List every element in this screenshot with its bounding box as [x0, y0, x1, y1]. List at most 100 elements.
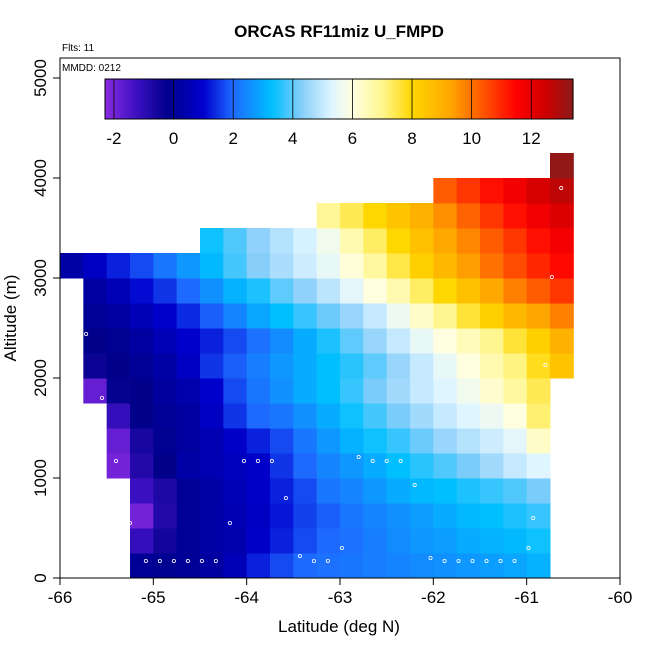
- sample-point: [531, 516, 536, 521]
- colorbar-segment: [394, 79, 399, 119]
- colorbar-tick-label: 0: [169, 129, 178, 148]
- colorbar-segment: [532, 79, 536, 119]
- heatmap-cell: [106, 328, 131, 354]
- colorbar-segment: [298, 79, 302, 119]
- heatmap-cell: [176, 478, 201, 504]
- sample-point: [543, 362, 548, 367]
- heatmap-cell: [246, 303, 271, 329]
- colorbar-segment: [172, 79, 176, 119]
- colorbar-segment: [251, 79, 255, 119]
- heatmap-cell: [246, 553, 271, 579]
- heatmap-cell: [456, 278, 481, 304]
- heatmap-cell: [223, 403, 248, 429]
- heatmap-cell: [410, 253, 434, 279]
- heatmap-cell: [270, 428, 294, 454]
- colorbar-segment: [379, 79, 384, 119]
- heatmap-cell: [456, 428, 481, 454]
- heatmap-cell: [106, 303, 131, 329]
- heatmap-cell: [316, 503, 341, 529]
- heatmap-cell: [526, 253, 551, 279]
- heatmap-cell: [200, 328, 224, 354]
- colorbar-segment: [467, 79, 472, 119]
- sample-point: [526, 546, 531, 551]
- heatmap-cell: [223, 453, 248, 479]
- colorbar-segment: [491, 79, 495, 119]
- heatmap-cell: [550, 203, 574, 229]
- colorbar-segment: [508, 79, 513, 119]
- colorbar-segment: [344, 79, 349, 119]
- heatmap-cell: [526, 503, 551, 529]
- heatmap-cell: [456, 203, 481, 229]
- colorbar-segment: [277, 79, 282, 119]
- heatmap-cell: [363, 253, 388, 279]
- heatmap-cell: [386, 203, 411, 229]
- colorbar-segment: [540, 79, 545, 119]
- heatmap-cell: [480, 378, 504, 404]
- sample-point: [199, 559, 204, 564]
- colorbar-segment: [216, 79, 220, 119]
- heatmap-cell: [176, 528, 201, 554]
- heatmap-cell: [386, 553, 411, 579]
- heatmap-cell: [480, 178, 504, 204]
- heatmap-cell: [293, 303, 318, 329]
- colorbar-segment: [423, 79, 428, 119]
- heatmap-cell: [293, 378, 318, 404]
- colorbar-segment: [327, 79, 331, 119]
- colorbar-segment: [154, 79, 159, 119]
- colorbar-segment: [280, 79, 285, 119]
- heatmap-cell: [456, 328, 481, 354]
- heatmap-cell: [176, 453, 201, 479]
- sample-point: [484, 559, 489, 564]
- heatmap-cell: [433, 528, 458, 554]
- colorbar-segment: [289, 79, 293, 119]
- heatmap-cell: [246, 478, 271, 504]
- heatmap-cell: [386, 453, 411, 479]
- heatmap-cell: [550, 253, 574, 279]
- heatmap-cell: [270, 503, 294, 529]
- colorbar-segment: [330, 79, 334, 119]
- colorbar-segment: [412, 79, 416, 119]
- colorbar-segment: [227, 79, 232, 119]
- colorbar-segment: [271, 79, 276, 119]
- heatmap-cell: [176, 378, 201, 404]
- heatmap-cell: [456, 253, 481, 279]
- sample-point: [227, 521, 232, 526]
- heatmap-cell: [270, 453, 294, 479]
- sample-point: [114, 458, 119, 463]
- heatmap-cell: [526, 353, 551, 379]
- heatmap-cell: [200, 253, 224, 279]
- colorbar-segment: [382, 79, 387, 119]
- heatmap-cell: [363, 528, 388, 554]
- colorbar-segment: [341, 79, 346, 119]
- heatmap-cell: [130, 303, 154, 329]
- colorbar-segment: [473, 79, 478, 119]
- sample-point: [456, 559, 461, 564]
- heatmap-cell: [83, 378, 108, 404]
- colorbar-segment: [148, 79, 153, 119]
- colorbar-ticks: -2 0 2 4 6 8 10 12: [106, 79, 541, 148]
- heatmap-cell: [503, 228, 528, 254]
- heatmap-cell: [130, 378, 154, 404]
- heatmap-cell: [480, 253, 504, 279]
- heatmap-cell: [550, 178, 574, 204]
- colorbar-segment: [175, 79, 179, 119]
- heatmap-cell: [433, 553, 458, 579]
- heatmap-cell: [223, 553, 248, 579]
- colorbar-segment: [107, 79, 112, 119]
- heatmap-cell: [200, 528, 224, 554]
- heatmap-cell: [503, 203, 528, 229]
- heatmap-cell: [410, 353, 434, 379]
- colorbar-segment: [321, 79, 325, 119]
- heatmap-cell: [153, 403, 178, 429]
- colorbar-segment: [520, 79, 524, 119]
- colorbar-segment: [113, 79, 118, 119]
- heatmap-cell: [293, 278, 318, 304]
- colorbar-segment: [441, 79, 445, 119]
- heatmap-cell: [106, 428, 131, 454]
- colorbar-segment: [300, 79, 305, 119]
- heatmap-cell: [130, 553, 154, 579]
- heatmap-cell: [456, 303, 481, 329]
- heatmap-cell: [503, 428, 528, 454]
- x-tick-label: -63: [328, 588, 353, 607]
- heatmap-cell: [316, 478, 341, 504]
